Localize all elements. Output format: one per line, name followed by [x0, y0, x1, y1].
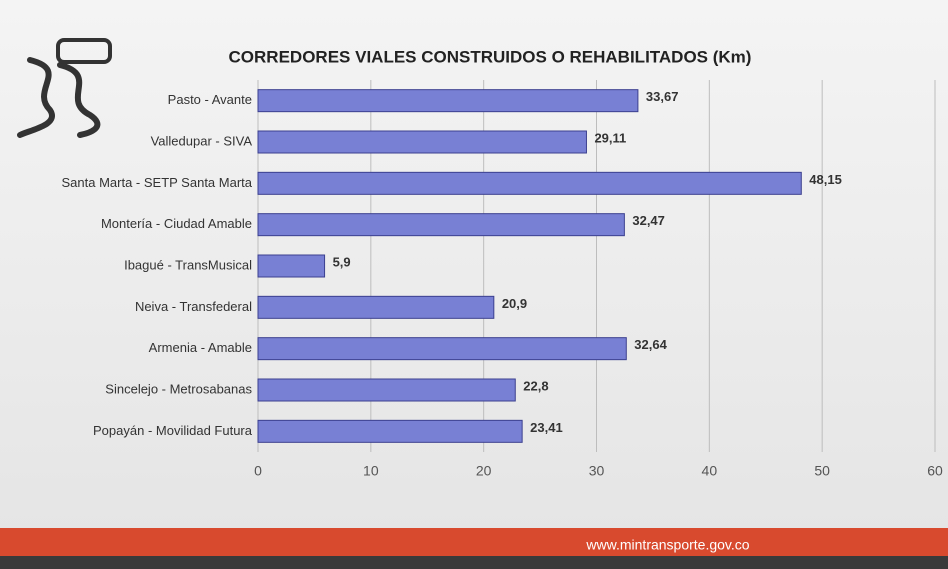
y-tick-label: Santa Marta - SETP Santa Marta [61, 175, 252, 190]
value-label: 20,9 [502, 296, 527, 311]
x-tick-label: 20 [476, 463, 492, 479]
value-label: 29,11 [594, 130, 626, 145]
bar [258, 172, 801, 194]
chart-title: CORREDORES VIALES CONSTRUIDOS O REHABILI… [229, 47, 752, 66]
y-tick-label: Pasto - Avante [168, 92, 252, 107]
y-tick-label: Montería - Ciudad Amable [101, 216, 252, 231]
y-tick-label: Popayán - Movilidad Futura [93, 423, 253, 438]
bar [258, 131, 586, 153]
value-label: 32,64 [634, 337, 667, 352]
x-tick-label: 50 [814, 463, 830, 479]
x-tick-label: 40 [702, 463, 718, 479]
value-label: 22,8 [523, 378, 548, 393]
footer-text: www.mintransporte.gov.co [585, 537, 749, 553]
x-tick-label: 10 [363, 463, 379, 479]
chart: CORREDORES VIALES CONSTRUIDOS O REHABILI… [0, 0, 948, 569]
page: CORREDORES VIALES CONSTRUIDOS O REHABILI… [0, 0, 948, 569]
footer-strip [0, 556, 948, 569]
bar [258, 214, 624, 236]
y-tick-label: Sincelejo - Metrosabanas [105, 381, 252, 396]
y-tick-label: Neiva - Transfederal [135, 299, 252, 314]
bar [258, 420, 522, 442]
bar [258, 90, 638, 112]
bar [258, 255, 325, 277]
y-tick-label: Valledupar - SIVA [151, 133, 253, 148]
value-label: 32,47 [632, 213, 665, 228]
value-label: 23,41 [530, 420, 563, 435]
background [0, 0, 948, 569]
x-tick-label: 0 [254, 463, 262, 479]
x-tick-label: 60 [927, 463, 943, 479]
y-tick-label: Armenia - Amable [149, 340, 252, 355]
value-label: 5,9 [333, 254, 351, 269]
bar [258, 296, 494, 318]
footer-band [0, 528, 948, 558]
bar [258, 379, 515, 401]
value-label: 33,67 [646, 89, 679, 104]
y-tick-label: Ibagué - TransMusical [124, 257, 252, 272]
bar [258, 338, 626, 360]
value-label: 48,15 [809, 172, 842, 187]
x-tick-label: 30 [589, 463, 605, 479]
